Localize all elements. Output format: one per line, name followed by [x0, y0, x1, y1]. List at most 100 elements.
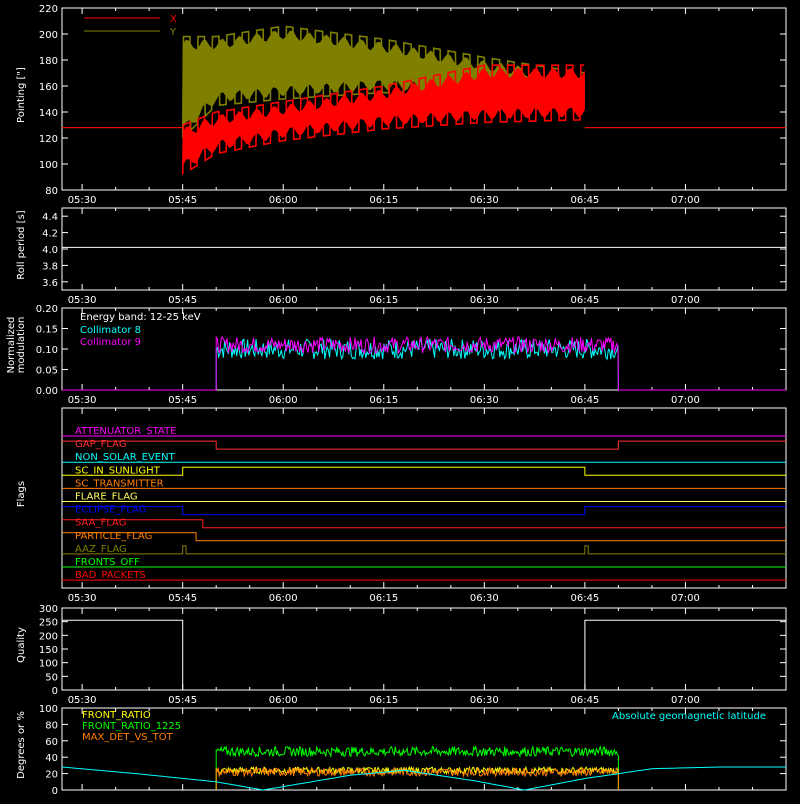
x-tick-label: 05:30	[68, 295, 97, 306]
flag-line-aaz-flag	[62, 545, 786, 555]
x-tick-label: 07:00	[671, 295, 700, 306]
x-tick-label: 05:45	[168, 593, 197, 604]
x-tick-label: 06:30	[470, 593, 499, 604]
legend-label-front-ratio: FRONT_RATIO	[82, 710, 151, 721]
x-tick-label: 05:45	[168, 395, 197, 406]
x-tick-label: 05:45	[168, 295, 197, 306]
y-tick-label: 60	[45, 737, 58, 748]
panel-frame-6	[61, 707, 787, 791]
x-tick-label: 06:30	[470, 395, 499, 406]
y-tick-label: 40	[45, 753, 58, 764]
x-tick-label: 06:15	[369, 195, 398, 206]
y-tick-label: 50	[45, 672, 58, 683]
series-quality	[62, 619, 786, 691]
x-tick-label: 06:30	[470, 195, 499, 206]
flag-label-flare-flag: FLARE_FLAG	[75, 492, 138, 503]
x-tick-label: 06:00	[269, 695, 298, 706]
x-tick-label: 05:45	[168, 695, 197, 706]
y-tick-label: 0	[52, 686, 58, 697]
ylabel-degrees: Degrees or %	[16, 711, 27, 779]
x-tick-label: 06:00	[269, 593, 298, 604]
ylabel-quality: Quality	[16, 627, 27, 663]
ylabel-modulation-line2: modulation	[16, 317, 27, 374]
y-tick-label: 180	[39, 56, 58, 67]
annotation-geomagnetic-latitude: Absolute geomagnetic latitude	[612, 711, 766, 722]
legend-label-max-det-vs-tot: MAX_DET_VS_TOT	[82, 732, 174, 743]
x-tick-label: 06:00	[269, 395, 298, 406]
x-tick-label: 06:45	[570, 695, 599, 706]
x-tick-label: 07:00	[671, 395, 700, 406]
x-tick-label: 06:15	[369, 593, 398, 604]
y-tick-label: 250	[39, 618, 58, 629]
flag-label-fronts-off: FRONTS_OFF	[75, 557, 140, 568]
series-front-ratio	[215, 765, 619, 790]
x-tick-label: 06:30	[470, 295, 499, 306]
x-tick-label: 06:30	[470, 695, 499, 706]
panel-frame-2	[61, 207, 787, 291]
y-tick-label: 300	[39, 604, 58, 615]
ylabel-roll-period: Roll period [s]	[16, 210, 27, 279]
y-tick-label: 0.20	[36, 304, 58, 315]
flag-line-eclipse-flag	[62, 506, 786, 516]
panel-frame-4	[61, 407, 787, 589]
flag-line-sc-in-sunlight	[62, 466, 786, 476]
x-tick-label: 07:00	[671, 695, 700, 706]
y-tick-label: 4.0	[42, 245, 58, 256]
legend-label-collimator-9: Collimator 9	[80, 337, 141, 348]
y-tick-label: 100	[39, 160, 58, 171]
x-tick-label: 05:45	[168, 195, 197, 206]
flag-label-particle-flag: PARTICLE_FLAG	[75, 531, 152, 542]
x-tick-label: 06:00	[269, 195, 298, 206]
y-tick-label: 200	[39, 30, 58, 41]
y-tick-label: 0.05	[36, 366, 58, 377]
flag-label-eclipse-flag: ECLIPSE_FLAG	[75, 505, 146, 516]
y-tick-label: 3.6	[42, 278, 58, 289]
legend-label-collimator-8: Collimator 8	[80, 325, 141, 336]
y-tick-label: 0.15	[36, 325, 58, 336]
y-tick-label: 0.00	[36, 386, 58, 397]
x-tick-label: 06:15	[369, 295, 398, 306]
x-tick-label: 06:45	[570, 295, 599, 306]
y-tick-label: 3.8	[42, 261, 58, 272]
flag-label-non-solar-event: NON_SOLAR_EVENT	[75, 452, 176, 463]
flag-line-particle-flag	[62, 532, 786, 542]
flag-label-attenuator-state: ATTENUATOR_STATE	[75, 426, 176, 437]
panel-frame-1	[61, 7, 787, 191]
y-tick-label: 0.10	[36, 345, 58, 356]
series-collimator-8	[62, 338, 786, 391]
x-tick-label: 07:00	[671, 593, 700, 604]
y-tick-label: 200	[39, 631, 58, 642]
ylabel-pointing: Pointing ["]	[16, 67, 27, 123]
x-tick-label: 06:45	[570, 395, 599, 406]
series-collimator-9	[62, 335, 786, 391]
y-tick-label: 120	[39, 134, 58, 145]
annotation-energy-band: Energy band: 12-25 keV	[80, 312, 201, 323]
y-tick-label: 150	[39, 645, 58, 656]
y-tick-label: 100	[39, 704, 58, 715]
x-tick-label: 06:45	[570, 195, 599, 206]
x-tick-label: 06:15	[369, 695, 398, 706]
y-tick-label: 160	[39, 82, 58, 93]
ylabel-flags: Flags	[16, 481, 27, 507]
y-tick-label: 4.2	[42, 229, 58, 240]
x-tick-label: 06:15	[369, 395, 398, 406]
y-tick-label: 220	[39, 4, 58, 15]
series-X-band	[182, 67, 585, 167]
legend-label-Y: Y	[169, 27, 177, 38]
y-tick-label: 140	[39, 108, 58, 119]
flag-label-aaz-flag: AAZ_FLAG	[75, 544, 127, 555]
x-tick-label: 07:00	[671, 195, 700, 206]
series-Y-band	[182, 30, 585, 131]
flag-label-saa-flag: SAA_FLAG	[75, 518, 126, 529]
y-tick-label: 20	[45, 770, 58, 781]
y-tick-label: 80	[45, 186, 58, 197]
flag-label-bad-packets: BAD_PACKETS	[75, 570, 146, 581]
x-tick-label: 05:30	[68, 695, 97, 706]
y-tick-label: 0	[52, 786, 58, 797]
legend-label-X: X	[170, 14, 177, 25]
flag-label-sc-in-sunlight: SC_IN_SUNLIGHT	[75, 465, 161, 476]
x-tick-label: 06:00	[269, 295, 298, 306]
legend-label-front-ratio-1225: FRONT_RATIO_1225	[82, 721, 181, 732]
